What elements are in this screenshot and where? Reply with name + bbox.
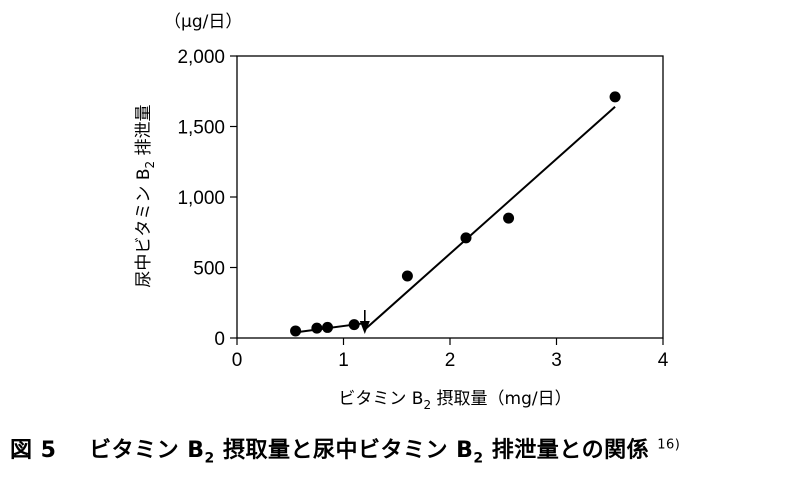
y-tick-label: 1,000	[177, 188, 225, 209]
y-axis-unit: （μg/日）	[164, 12, 242, 32]
y-tick-label: 0	[214, 329, 225, 350]
figure-title: ビタミン B2 摂取量と尿中ビタミン B2 排泄量との関係	[89, 438, 650, 467]
x-tick-label: 4	[658, 350, 669, 371]
data-point	[503, 212, 515, 224]
x-axis-label: ビタミン B2 摂取量（mg/日）	[338, 389, 571, 412]
plot-frame	[236, 55, 664, 339]
x-tick-label: 0	[232, 350, 243, 371]
y-axis-label: 尿中ビタミン B2 排泄量	[134, 104, 157, 287]
data-marks	[290, 91, 621, 337]
data-point	[460, 232, 472, 244]
data-point	[290, 325, 302, 337]
data-point	[311, 322, 323, 334]
x-tick-label: 2	[445, 350, 456, 371]
fit-line	[364, 106, 616, 331]
x-tick-label: 3	[551, 350, 562, 371]
x-tick-label: 1	[338, 350, 349, 371]
data-point	[401, 270, 413, 282]
breakpoint-arrow-head	[359, 321, 370, 334]
y-tick-label: 2,000	[177, 47, 225, 68]
axes: 0 1 2 3 4 0 500 1,000 1,500 2,000	[177, 47, 668, 371]
figure-caption: 図 5 ビタミン B2 摂取量と尿中ビタミン B2 排泄量との関係 16)	[10, 432, 790, 467]
reference-mark: 16)	[657, 437, 681, 453]
y-tick-label: 500	[193, 259, 225, 280]
data-point	[348, 319, 360, 331]
figure-number: 図 5	[10, 438, 57, 463]
data-point	[609, 91, 621, 103]
data-point	[322, 321, 334, 333]
y-tick-label: 1,500	[177, 118, 225, 139]
chart: （μg/日） 尿中ビタミン B2 排泄量 0 1 2 3 4 0 500 1,000 1,500…	[134, 12, 669, 412]
